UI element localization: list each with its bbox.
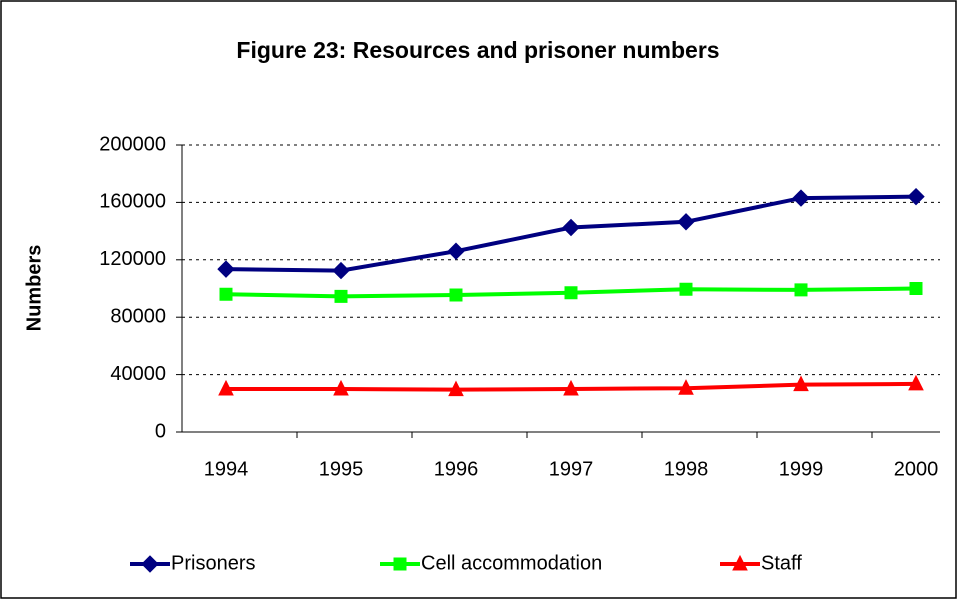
y-tick-label: 40000 xyxy=(110,363,166,385)
data-point xyxy=(449,288,463,302)
data-point xyxy=(793,375,809,392)
y-axis-label: Numbers xyxy=(23,245,45,332)
x-tick-label: 1994 xyxy=(204,458,249,480)
x-tick-label: 1998 xyxy=(664,458,709,480)
data-point xyxy=(448,380,464,397)
data-point xyxy=(333,379,349,396)
data-point xyxy=(677,213,695,231)
data-point xyxy=(332,261,350,280)
legend-label: Cell accommodation xyxy=(421,552,602,574)
x-tick-label: 1995 xyxy=(319,458,364,480)
y-tick-label: 0 xyxy=(155,420,166,442)
legend-label: Staff xyxy=(761,552,802,574)
data-point xyxy=(447,242,465,260)
data-point xyxy=(679,282,693,296)
x-tick-label: 1999 xyxy=(779,458,824,480)
data-point xyxy=(219,287,233,301)
data-point xyxy=(908,374,924,391)
data-point xyxy=(563,379,579,396)
legend-marker xyxy=(732,554,748,571)
legend-marker xyxy=(141,555,159,573)
data-point xyxy=(794,283,808,297)
data-point xyxy=(907,187,925,206)
data-point xyxy=(909,282,923,295)
data-point xyxy=(217,260,235,278)
legend-label: Prisoners xyxy=(171,552,255,574)
x-tick-label: 2000 xyxy=(894,458,939,480)
y-tick-label: 80000 xyxy=(110,305,166,327)
chart-title: Figure 23: Resources and prisoner number… xyxy=(236,37,719,63)
data-point xyxy=(562,218,580,237)
x-tick-label: 1997 xyxy=(549,458,594,480)
y-tick-label: 200000 xyxy=(99,133,166,155)
x-tick-label: 1996 xyxy=(434,458,479,480)
legend-marker xyxy=(393,557,407,571)
data-point xyxy=(564,286,578,300)
y-tick-label: 160000 xyxy=(99,191,166,213)
data-point xyxy=(678,379,694,395)
y-tick-label: 120000 xyxy=(99,248,166,270)
data-point xyxy=(334,289,348,303)
data-point xyxy=(792,189,810,207)
data-point xyxy=(218,379,234,396)
